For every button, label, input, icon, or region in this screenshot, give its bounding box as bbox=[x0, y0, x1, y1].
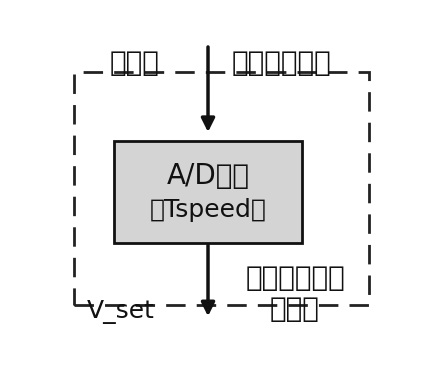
Text: A/D转换: A/D转换 bbox=[166, 162, 250, 190]
Bar bbox=[74, 72, 368, 305]
Text: 模拟量: 模拟量 bbox=[109, 49, 159, 77]
Text: 速度指令信号: 速度指令信号 bbox=[232, 49, 331, 77]
Text: 数字化速度指: 数字化速度指 bbox=[245, 264, 345, 292]
Text: 令信号: 令信号 bbox=[270, 295, 320, 323]
Bar bbox=[114, 141, 302, 243]
Text: （Tspeed）: （Tspeed） bbox=[149, 198, 267, 222]
Text: V_set: V_set bbox=[87, 300, 155, 324]
